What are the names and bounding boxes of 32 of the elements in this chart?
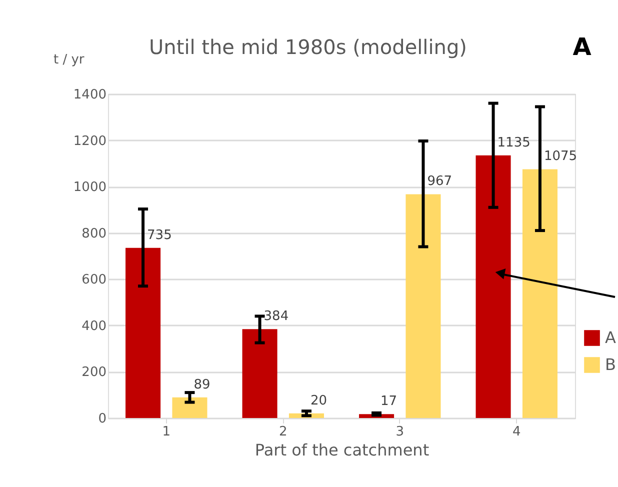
data-label: 384 bbox=[264, 309, 289, 324]
x-tick-label: 3 bbox=[396, 424, 404, 440]
data-label: 735 bbox=[147, 228, 172, 243]
bar bbox=[476, 155, 511, 418]
data-label: 1135 bbox=[497, 135, 530, 150]
text: A bbox=[572, 33, 592, 61]
bar bbox=[522, 169, 558, 418]
x-tick-label: 1 bbox=[162, 424, 171, 440]
data-label: 89 bbox=[194, 377, 210, 392]
legend-label: B bbox=[605, 355, 616, 374]
y-tick-label: 1400 bbox=[73, 88, 106, 102]
data-label: 17 bbox=[380, 394, 398, 410]
y-tick-label: 400 bbox=[82, 318, 106, 334]
x-axis-title: Part of the catchment bbox=[254, 440, 430, 460]
x-tick-label: 4 bbox=[512, 424, 521, 440]
x-tick-label: 2 bbox=[278, 424, 288, 440]
y-tick-label: 1000 bbox=[73, 180, 106, 196]
y-tick-label: 200 bbox=[82, 365, 106, 380]
chart-title: Until the mid 1980s (modelling) bbox=[149, 35, 467, 59]
bar bbox=[242, 329, 278, 418]
y-axis-title: t / yr bbox=[54, 52, 85, 68]
y-tick-label: 1200 bbox=[73, 134, 106, 149]
data-label: 20 bbox=[310, 393, 328, 408]
y-tick-label: 600 bbox=[82, 272, 106, 288]
legend-label: A bbox=[605, 328, 616, 347]
bar bbox=[126, 248, 161, 418]
y-tick-label: 800 bbox=[82, 226, 106, 242]
bar bbox=[172, 397, 208, 418]
data-label: 1075 bbox=[544, 149, 578, 164]
data-label: 967 bbox=[427, 174, 452, 190]
bar bbox=[406, 194, 441, 418]
y-tick-label: 0 bbox=[98, 412, 106, 426]
